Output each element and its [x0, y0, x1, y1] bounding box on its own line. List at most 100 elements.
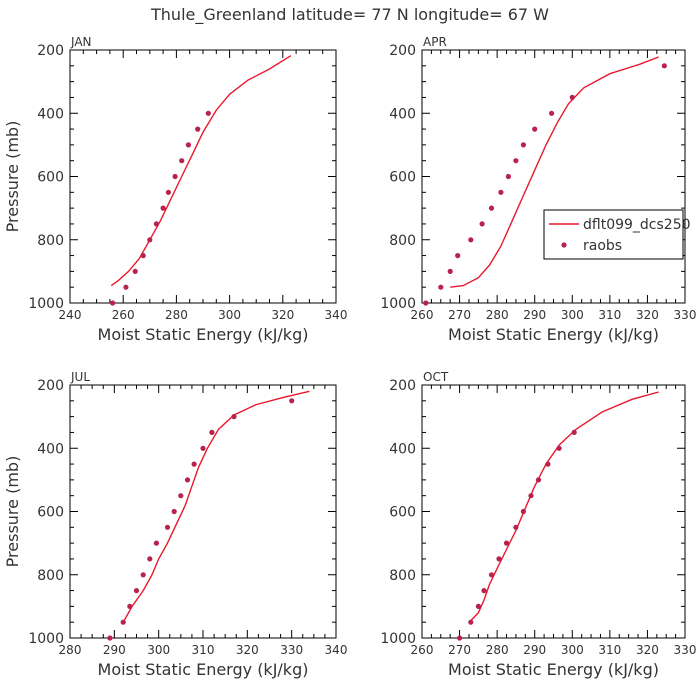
x-tick-label: 300: [147, 643, 170, 657]
y-axis-title: Pressure (mb): [3, 121, 22, 233]
panel-apr: APR 260 270 280 290 300 310 320 330 200 400 600 800 1…: [380, 35, 696, 344]
x-tick-label: 270: [448, 643, 471, 657]
series-line-model: [450, 56, 659, 288]
plot-frame: [421, 384, 686, 639]
data-point-raobs: [535, 477, 542, 483]
data-point-raobs: [488, 205, 495, 211]
x-tick-label: 340: [325, 308, 348, 322]
data-point-raobs: [132, 268, 138, 274]
x-tick-label: 290: [523, 308, 546, 322]
data-point-raobs: [556, 445, 562, 451]
x-tick-label: 240: [59, 308, 82, 322]
data-point-raobs: [455, 253, 461, 259]
data-point-raobs: [661, 63, 667, 69]
data-point-raobs: [447, 268, 453, 274]
data-point-raobs: [110, 300, 116, 306]
data-point-raobs: [468, 237, 474, 243]
data-point-raobs: [498, 189, 504, 195]
x-tick-label: 300: [561, 308, 584, 322]
panel-label: APR: [423, 35, 447, 49]
data-point-raobs: [479, 221, 485, 227]
x-tick-label: 320: [636, 643, 659, 657]
data-point-raobs: [172, 173, 178, 180]
y-tick-label: 1000: [28, 631, 64, 647]
data-point-raobs: [549, 110, 555, 116]
x-tick-label: 260: [411, 643, 434, 657]
data-point-raobs: [503, 540, 510, 546]
x-tick-label: 280: [486, 308, 509, 322]
data-point-raobs: [147, 556, 153, 562]
series-line-model: [110, 55, 292, 287]
data-point-raobs: [184, 477, 191, 483]
data-point-raobs: [164, 524, 171, 530]
data-point-raobs: [195, 126, 201, 132]
x-axis-title: Moist Static Energy (kJ/kg): [448, 325, 659, 344]
y-tick-label: 1000: [28, 296, 64, 312]
data-point-raobs: [107, 635, 113, 641]
plot-frame: [69, 49, 337, 304]
data-point-raobs: [423, 300, 429, 306]
panel-label: JAN: [70, 35, 92, 49]
data-point-raobs: [147, 237, 153, 243]
data-point-raobs: [289, 398, 295, 404]
data-point-raobs: [231, 414, 237, 420]
x-tick-label: 290: [103, 643, 126, 657]
x-tick-label: 330: [280, 643, 303, 657]
data-point-raobs: [481, 588, 487, 594]
x-tick-label: 280: [59, 643, 82, 657]
y-tick-label: 600: [37, 170, 64, 186]
data-point-raobs: [153, 221, 159, 227]
x-axis-title: Moist Static Energy (kJ/kg): [98, 325, 309, 344]
data-point-raobs: [475, 603, 481, 610]
x-tick-label: 320: [236, 643, 259, 657]
legend-dot-swatch: [561, 242, 567, 248]
y-tick-label: 1000: [380, 296, 416, 312]
x-axis-title: Moist Static Energy (kJ/kg): [98, 660, 309, 679]
data-point-raobs: [123, 284, 129, 290]
x-tick-label: 310: [192, 643, 215, 657]
y-tick-label: 200: [389, 43, 416, 59]
data-point-raobs: [127, 603, 133, 610]
y-tick-label: 800: [37, 568, 64, 584]
data-point-raobs: [165, 189, 171, 195]
data-point-raobs: [140, 572, 146, 578]
x-tick-label: 340: [325, 643, 348, 657]
data-point-raobs: [488, 572, 495, 578]
data-point-raobs: [520, 508, 527, 515]
data-point-raobs: [505, 173, 511, 180]
data-point-raobs: [545, 461, 551, 467]
y-tick-label: 400: [389, 106, 416, 122]
data-point-raobs: [160, 205, 166, 211]
data-point-raobs: [191, 461, 197, 467]
data-point-raobs: [205, 110, 211, 116]
panel-jul: JUL 280 290 300 310 320 330 340 200 400 600 800 1000…: [3, 370, 347, 679]
data-point-raobs: [569, 94, 575, 100]
data-point-raobs: [185, 142, 191, 148]
panel-jan: JAN 240 260 280 300 320 340 200 400 600 800 1000 Moi…: [3, 35, 347, 344]
x-tick-label: 260: [112, 308, 135, 322]
data-point-raobs: [532, 126, 538, 132]
data-point-raobs: [496, 556, 502, 562]
data-point-raobs: [153, 540, 159, 546]
data-point-raobs: [209, 429, 215, 435]
y-tick-label: 400: [37, 441, 64, 457]
legend-box: [543, 209, 684, 260]
y-tick-label: 400: [389, 441, 416, 457]
y-tick-label: 200: [37, 378, 64, 394]
x-tick-label: 290: [523, 643, 546, 657]
data-point-raobs: [438, 284, 444, 290]
data-point-raobs: [528, 493, 534, 499]
y-tick-label: 800: [389, 568, 416, 584]
legend-label-model: dflt099_dcs250: [583, 217, 691, 233]
x-tick-label: 310: [598, 643, 621, 657]
y-tick-label: 800: [37, 233, 64, 249]
y-axis-title: Pressure (mb): [3, 456, 22, 568]
y-tick-label: 400: [37, 106, 64, 122]
legend-label-obs: raobs: [583, 238, 622, 254]
x-tick-label: 320: [271, 308, 294, 322]
x-tick-label: 320: [636, 308, 659, 322]
x-tick-label: 260: [411, 308, 434, 322]
panel-label: JUL: [70, 370, 90, 384]
